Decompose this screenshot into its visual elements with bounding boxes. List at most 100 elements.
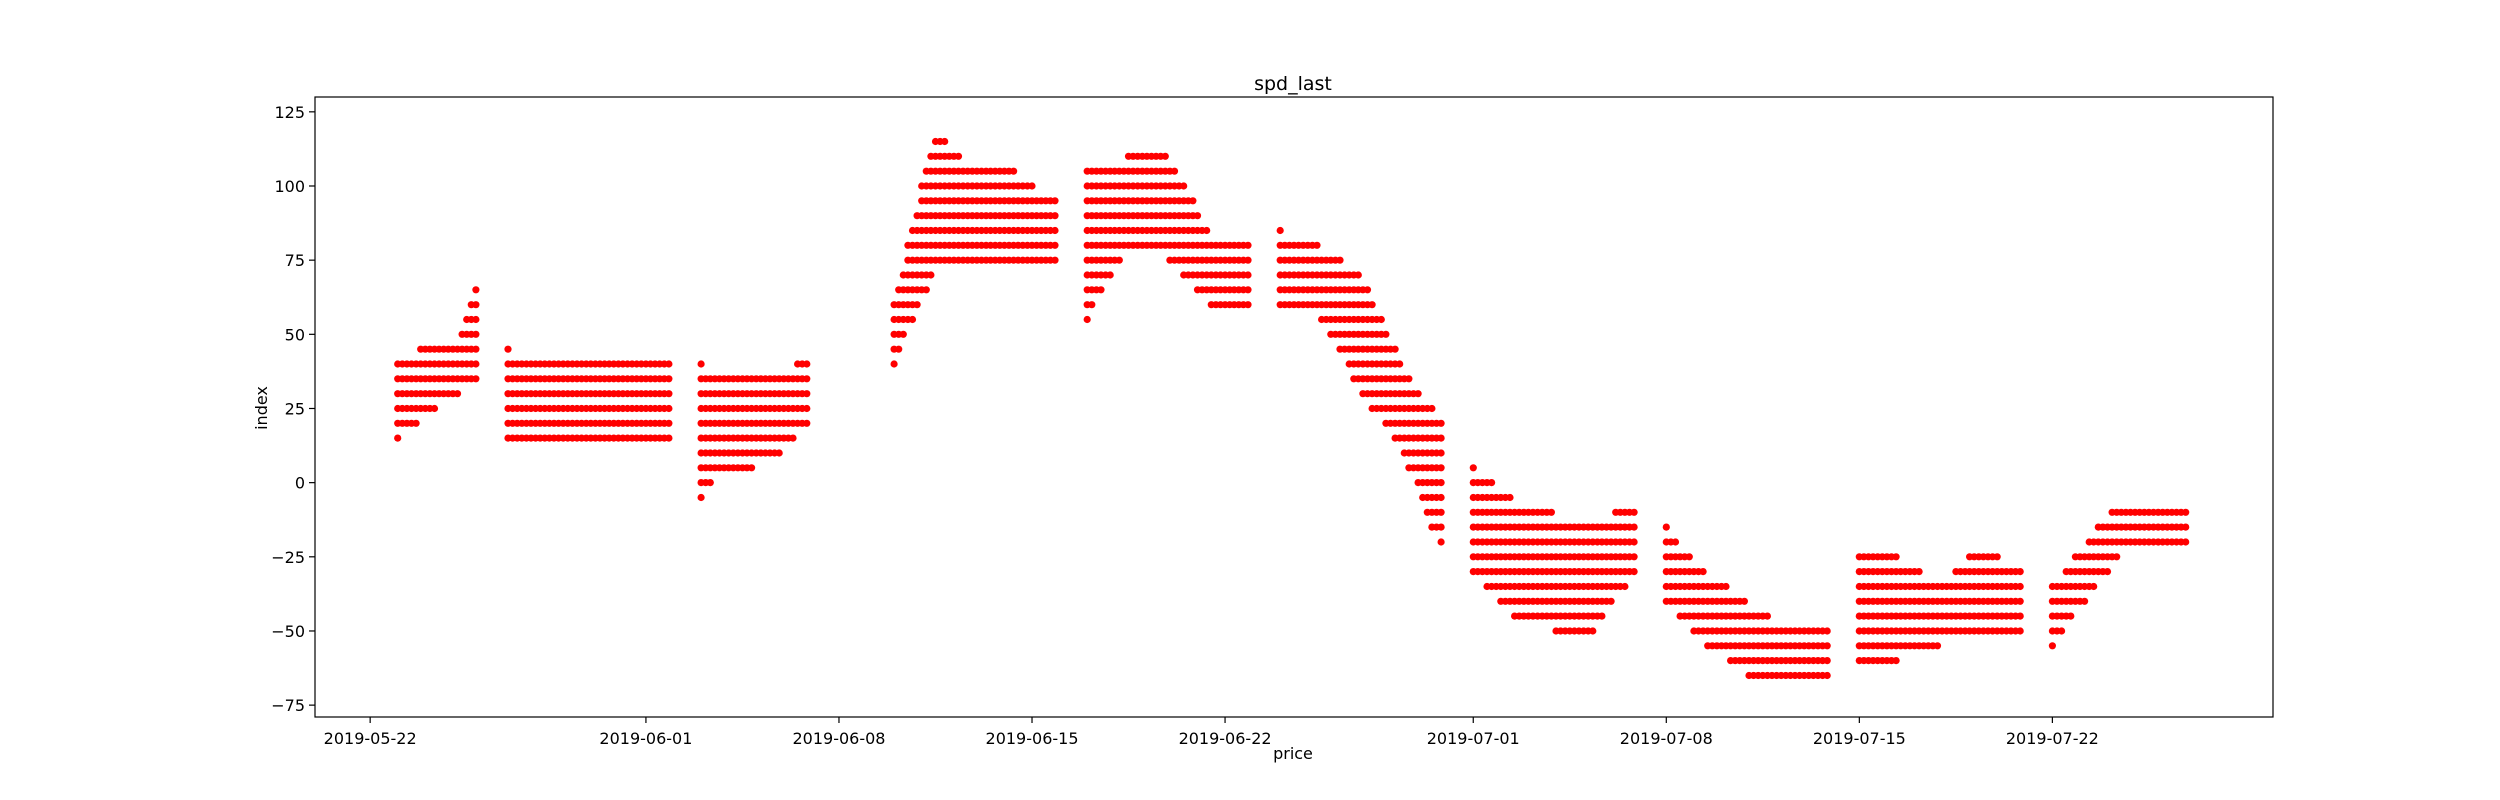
- data-point: [1630, 568, 1638, 576]
- data-point: [1244, 301, 1252, 309]
- data-point: [1607, 597, 1615, 605]
- data-point: [1276, 226, 1284, 235]
- data-point: [2103, 568, 2112, 576]
- data-point: [1170, 167, 1179, 175]
- data-point: [1598, 612, 1606, 620]
- data-point: [665, 390, 673, 398]
- data-point: [1354, 271, 1362, 279]
- data-point: [697, 360, 705, 368]
- data-point: [1244, 286, 1252, 294]
- data-point: [1823, 627, 1831, 635]
- data-point: [394, 434, 402, 442]
- data-point: [1313, 241, 1321, 249]
- data-point: [927, 271, 935, 279]
- data-point: [1203, 226, 1211, 235]
- data-point: [2182, 508, 2190, 516]
- y-tick-label: 125: [274, 103, 305, 122]
- data-point: [472, 330, 480, 338]
- data-point: [803, 360, 811, 368]
- data-point: [1763, 612, 1771, 620]
- y-tick-label: 50: [285, 325, 305, 344]
- data-point: [1106, 271, 1114, 279]
- data-point: [665, 375, 673, 383]
- x-tick-label: 2019-06-08: [792, 729, 885, 748]
- data-point: [472, 345, 480, 353]
- data-point: [1414, 390, 1422, 398]
- data-point: [706, 479, 714, 487]
- data-point: [1630, 538, 1638, 546]
- data-point: [1437, 508, 1445, 516]
- y-tick-label: 100: [274, 177, 305, 196]
- data-point: [803, 419, 811, 427]
- data-point: [2067, 612, 2075, 620]
- data-point: [2016, 597, 2024, 605]
- data-point: [1437, 449, 1445, 457]
- data-point: [2182, 538, 2190, 546]
- data-point: [803, 404, 811, 413]
- data-point: [2016, 582, 2024, 591]
- data-point: [1506, 493, 1514, 502]
- data-point: [1189, 197, 1197, 205]
- data-point: [2182, 523, 2190, 531]
- data-point: [1368, 301, 1376, 309]
- data-point: [954, 152, 963, 160]
- data-point: [453, 390, 462, 398]
- x-tick-label: 2019-06-01: [599, 729, 692, 748]
- data-point: [472, 315, 480, 324]
- x-tick-label: 2019-06-15: [986, 729, 1079, 748]
- data-point: [1699, 568, 1707, 576]
- data-point: [1488, 479, 1496, 487]
- data-point: [1051, 212, 1059, 220]
- data-point: [1993, 553, 2001, 561]
- data-point: [1051, 197, 1059, 205]
- data-point: [748, 464, 756, 472]
- data-point: [1547, 508, 1555, 516]
- y-tick-label: 25: [285, 399, 305, 418]
- data-point: [1915, 568, 1923, 576]
- data-point: [803, 375, 811, 383]
- data-point: [472, 301, 480, 309]
- data-point: [1685, 553, 1693, 561]
- data-point: [1244, 256, 1252, 264]
- data-point: [1161, 152, 1169, 160]
- data-point: [895, 345, 903, 353]
- data-point: [908, 315, 917, 324]
- data-point: [1193, 212, 1202, 220]
- data-point: [472, 286, 480, 294]
- data-point: [665, 360, 673, 368]
- data-point: [1933, 642, 1942, 650]
- data-point: [1382, 330, 1390, 338]
- data-point: [1180, 182, 1188, 190]
- data-point: [1244, 271, 1252, 279]
- data-point: [803, 390, 811, 398]
- x-tick-label: 2019-06-22: [1179, 729, 1272, 748]
- data-point: [472, 360, 480, 368]
- data-point: [1437, 493, 1445, 502]
- data-point: [1823, 642, 1831, 650]
- data-point: [1244, 241, 1252, 249]
- data-point: [412, 419, 420, 427]
- data-point: [922, 286, 930, 294]
- data-point: [1428, 404, 1436, 413]
- data-point: [665, 404, 673, 413]
- data-point: [1437, 419, 1445, 427]
- data-point: [1630, 523, 1638, 531]
- y-axis-label: index: [252, 386, 271, 430]
- data-point: [899, 330, 907, 338]
- data-point: [430, 404, 439, 413]
- data-point: [1630, 553, 1638, 561]
- x-tick-label: 2019-07-22: [2006, 729, 2099, 748]
- y-tick-label: 0: [295, 474, 305, 493]
- data-point: [1589, 627, 1597, 635]
- x-tick-label: 2019-07-01: [1427, 729, 1520, 748]
- x-tick-label: 2019-07-08: [1620, 729, 1713, 748]
- data-point: [1051, 241, 1059, 249]
- data-point: [1437, 464, 1445, 472]
- data-point: [789, 434, 797, 442]
- data-point: [1437, 434, 1445, 442]
- data-point: [1405, 375, 1413, 383]
- data-point: [913, 301, 921, 309]
- data-point: [1469, 464, 1477, 472]
- data-point: [1363, 286, 1372, 294]
